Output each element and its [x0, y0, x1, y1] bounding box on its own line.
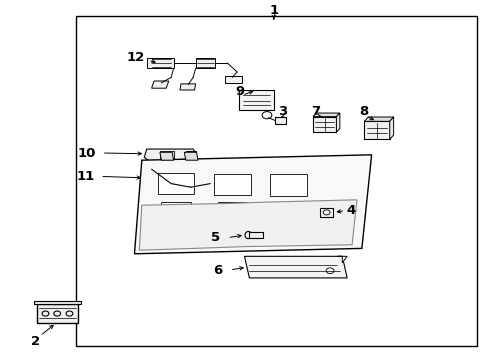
- Text: 3: 3: [278, 105, 286, 118]
- Polygon shape: [312, 117, 336, 132]
- Text: 2: 2: [31, 335, 40, 348]
- Text: 8: 8: [359, 105, 368, 118]
- Polygon shape: [151, 81, 168, 88]
- Polygon shape: [336, 113, 339, 132]
- Polygon shape: [134, 155, 371, 254]
- Polygon shape: [364, 117, 393, 121]
- Bar: [76, 16, 476, 346]
- Text: 4: 4: [346, 204, 355, 217]
- Polygon shape: [139, 200, 356, 250]
- Bar: [319, 208, 333, 217]
- Text: 6: 6: [213, 264, 222, 276]
- Polygon shape: [389, 117, 393, 139]
- Polygon shape: [180, 84, 195, 90]
- Bar: [157, 173, 194, 194]
- Text: 1: 1: [269, 4, 278, 17]
- Bar: [160, 151, 174, 158]
- Bar: [158, 176, 172, 181]
- Polygon shape: [195, 58, 215, 68]
- Polygon shape: [337, 256, 346, 263]
- Bar: [273, 203, 303, 214]
- Polygon shape: [34, 301, 81, 304]
- Bar: [217, 202, 246, 213]
- Bar: [249, 232, 263, 238]
- Polygon shape: [160, 152, 173, 160]
- Polygon shape: [144, 149, 195, 163]
- Text: 5: 5: [210, 231, 219, 244]
- Polygon shape: [143, 174, 192, 186]
- Polygon shape: [224, 76, 242, 83]
- Polygon shape: [146, 58, 173, 68]
- Text: 7: 7: [310, 105, 319, 118]
- Polygon shape: [238, 90, 273, 110]
- Text: 10: 10: [78, 147, 96, 159]
- Bar: [269, 174, 306, 196]
- Text: 9: 9: [235, 85, 244, 98]
- Bar: [214, 174, 250, 195]
- Text: 11: 11: [76, 170, 95, 183]
- Polygon shape: [312, 113, 339, 117]
- Polygon shape: [185, 151, 195, 156]
- Polygon shape: [244, 256, 346, 278]
- Polygon shape: [37, 304, 78, 323]
- Polygon shape: [182, 176, 192, 180]
- Polygon shape: [364, 121, 389, 139]
- Bar: [161, 202, 190, 212]
- Ellipse shape: [244, 231, 251, 239]
- Bar: [275, 117, 285, 124]
- Polygon shape: [184, 152, 198, 160]
- Text: 12: 12: [126, 51, 145, 64]
